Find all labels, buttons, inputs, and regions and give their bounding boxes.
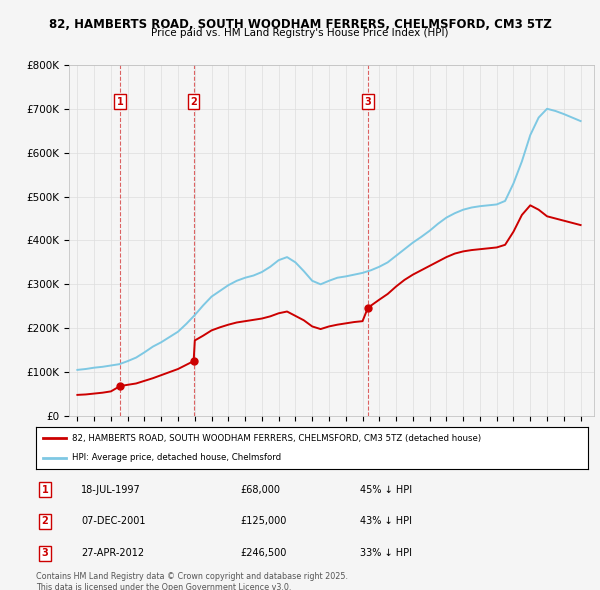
Text: 3: 3 <box>365 97 371 107</box>
Text: 1: 1 <box>116 97 124 107</box>
Text: 3: 3 <box>41 548 49 558</box>
Text: 33% ↓ HPI: 33% ↓ HPI <box>360 548 412 558</box>
Text: 18-JUL-1997: 18-JUL-1997 <box>81 484 141 494</box>
Text: HPI: Average price, detached house, Chelmsford: HPI: Average price, detached house, Chel… <box>72 453 281 462</box>
Text: 2: 2 <box>190 97 197 107</box>
Text: 43% ↓ HPI: 43% ↓ HPI <box>360 516 412 526</box>
Text: £68,000: £68,000 <box>240 484 280 494</box>
Text: Price paid vs. HM Land Registry's House Price Index (HPI): Price paid vs. HM Land Registry's House … <box>151 28 449 38</box>
Text: Contains HM Land Registry data © Crown copyright and database right 2025.
This d: Contains HM Land Registry data © Crown c… <box>36 572 348 590</box>
Text: 45% ↓ HPI: 45% ↓ HPI <box>360 484 412 494</box>
Text: 07-DEC-2001: 07-DEC-2001 <box>81 516 146 526</box>
Text: £246,500: £246,500 <box>240 548 286 558</box>
Text: 1: 1 <box>41 484 49 494</box>
Text: £125,000: £125,000 <box>240 516 286 526</box>
Text: 82, HAMBERTS ROAD, SOUTH WOODHAM FERRERS, CHELMSFORD, CM3 5TZ (detached house): 82, HAMBERTS ROAD, SOUTH WOODHAM FERRERS… <box>72 434 481 442</box>
Text: 27-APR-2012: 27-APR-2012 <box>81 548 144 558</box>
Text: 2: 2 <box>41 516 49 526</box>
Text: 82, HAMBERTS ROAD, SOUTH WOODHAM FERRERS, CHELMSFORD, CM3 5TZ: 82, HAMBERTS ROAD, SOUTH WOODHAM FERRERS… <box>49 18 551 31</box>
